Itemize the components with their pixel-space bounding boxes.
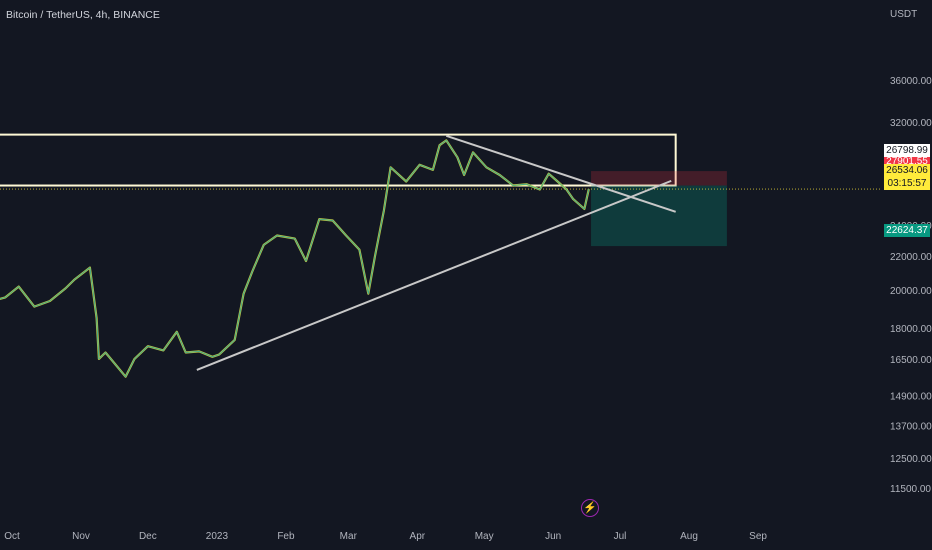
x-tick-label: Dec	[139, 531, 157, 542]
y-tick-label: 16500.00	[890, 355, 932, 366]
x-tick-label: 2023	[206, 531, 229, 542]
x-tick-label: Jun	[545, 531, 561, 542]
y-tick-label: 11500.00	[890, 484, 931, 495]
x-tick-label: Nov	[72, 531, 90, 542]
y-tick-label: 12500.00	[890, 454, 932, 465]
x-tick-label: Sep	[749, 531, 767, 542]
lightning-icon[interactable]: ⚡	[581, 499, 599, 517]
resistance-trendline	[445, 134, 676, 213]
y-tick-label: 36000.00	[890, 76, 932, 87]
stop-loss-zone	[591, 171, 727, 186]
countdown-badge: 03:15:57	[884, 177, 930, 190]
current-price-badge: 26534.06	[884, 164, 930, 177]
x-tick-label: May	[475, 531, 494, 542]
x-tick-label: Apr	[410, 531, 426, 542]
x-tick-label: Jul	[614, 531, 627, 542]
resistance-zone	[0, 133, 677, 187]
x-tick-label: Mar	[340, 531, 358, 542]
y-tick-label: 20000.00	[890, 286, 932, 297]
y-tick-label: 32000.00	[890, 118, 932, 129]
y-tick-label: 18000.00	[890, 324, 932, 335]
price-series-shadow	[0, 139, 590, 378]
x-tick-label: Feb	[277, 531, 295, 542]
x-tick-label: Oct	[4, 531, 20, 542]
target-price-badge: 22624.37	[884, 224, 930, 237]
y-tick-label: 13700.00	[890, 421, 932, 432]
support-trendline	[196, 179, 672, 371]
chart-title: Bitcoin / TetherUS, 4h, BINANCE	[6, 9, 160, 21]
y-tick-label: 22000.00	[890, 252, 932, 263]
take-profit-zone	[591, 185, 727, 247]
y-tick-label: 14900.00	[890, 391, 932, 402]
entry-price-badge: 26798.99	[884, 144, 930, 157]
x-tick-label: Aug	[680, 531, 698, 542]
currency-label: USDT	[890, 9, 917, 20]
